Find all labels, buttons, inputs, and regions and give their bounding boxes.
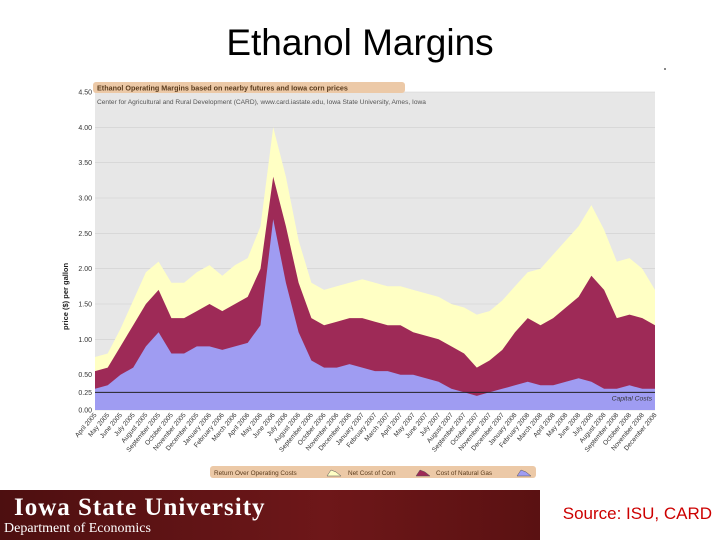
chart-title-box: Ethanol Operating Margins based on nearb…	[93, 82, 426, 106]
capital-costs-label: Capital Costs	[612, 395, 653, 402]
y-tick-label: 1.00	[78, 337, 92, 344]
legend-label: Net Cost of Corn	[348, 470, 396, 477]
source-credit: Source: ISU, CARD	[562, 504, 712, 523]
y-axis-label: price ($) per gallon	[62, 262, 70, 330]
decorative-dot	[664, 68, 666, 70]
legend-background	[210, 466, 536, 478]
legend-swatch	[415, 469, 431, 477]
y-tick-label: 0.50	[78, 372, 92, 379]
slide-title: Ethanol Margins	[226, 22, 494, 63]
y-tick-label: 3.00	[78, 196, 92, 203]
y-tick-label: 3.50	[78, 160, 92, 167]
legend-swatch	[326, 469, 342, 477]
footer-brand-bar	[0, 490, 540, 540]
y-tick-label: 2.00	[78, 266, 92, 273]
area-cost-of-natural-gas	[95, 219, 655, 410]
y-tick-label: 4.00	[78, 125, 92, 132]
legend-label: Return Over Operating Costs	[214, 470, 297, 477]
chart-title-background	[93, 82, 405, 93]
chart-title: Ethanol Operating Margins based on nearb…	[97, 84, 348, 93]
chart-legend: Return Over Operating Costs Net Cost of C…	[210, 466, 536, 478]
y-tick-label: 2.50	[78, 231, 92, 238]
department-name: Department of Economics	[4, 521, 151, 536]
y-tick-label: 1.50	[78, 302, 92, 309]
university-wordmark: Iowa State University	[14, 494, 266, 521]
chart-subtitle: Center for Agricultural and Rural Develo…	[97, 99, 426, 106]
y-tick-label: 0.00	[78, 408, 92, 415]
y-tick-label: 4.50	[78, 90, 92, 97]
capital-costs: Capital Costs	[95, 391, 655, 402]
ethanol-margins-chart: 0.00 0.25 0.50 1.00 1.50 2.00 2.50 3.00 3.50 4.00…	[62, 80, 658, 482]
legend-swatch	[516, 469, 532, 477]
y-tick-labels: 0.00 0.25 0.50 1.00 1.50 2.00 2.50 3.00 3.50 4.00…	[78, 90, 92, 415]
area-series	[95, 127, 655, 411]
y-tick-label: 0.25	[78, 390, 92, 397]
legend-label: Cost of Natural Gas	[436, 470, 492, 477]
